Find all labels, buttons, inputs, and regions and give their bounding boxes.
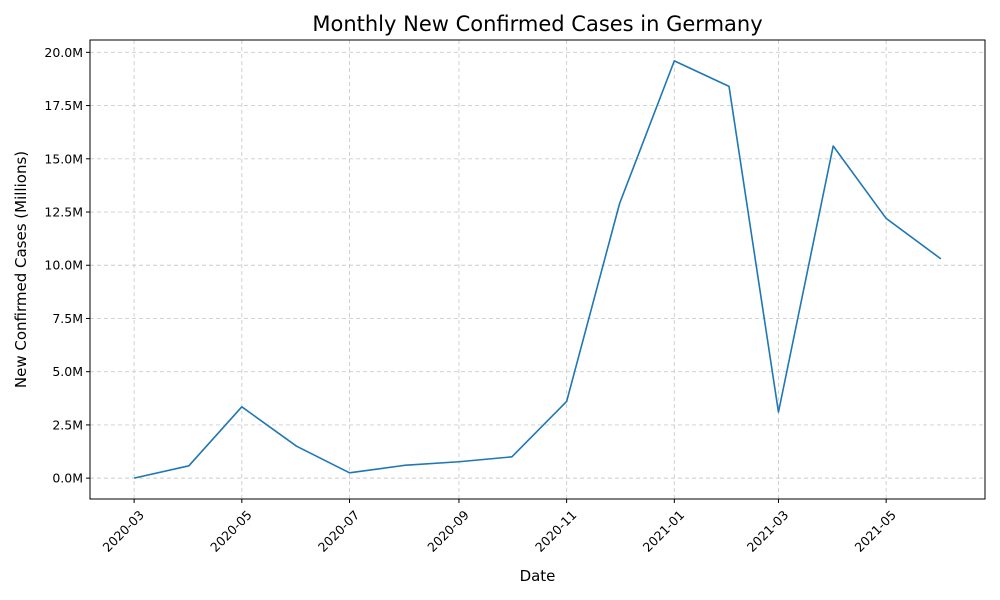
x-tick-label: 2020-05 (207, 507, 255, 555)
y-tick-label: 10.0M (44, 258, 83, 273)
x-axis-label: Date (520, 567, 556, 585)
y-tick-label: 15.0M (44, 151, 83, 166)
x-tick-label: 2021-03 (744, 507, 792, 555)
series-layer (133, 60, 942, 479)
series-line-0 (133, 60, 942, 479)
y-tick-label: 17.5M (44, 98, 83, 113)
y-tick-label: 20.0M (44, 45, 83, 60)
chart-title: Monthly New Confirmed Cases in Germany (312, 12, 762, 36)
x-tick-label: 2020-11 (532, 507, 580, 555)
y-axis-label: New Confirmed Cases (Millions) (12, 151, 30, 388)
y-axis-ticks: 0.0M 2.5M 5.0M 7.5M 10.0M 12.5M 15.0M 17.5M 20.0… (44, 45, 90, 486)
y-tick-label: 12.5M (44, 205, 83, 220)
y-tick-label: 2.5M (52, 417, 83, 432)
plot-area-frame (89, 39, 986, 500)
x-tick-label: 2021-05 (852, 507, 900, 555)
y-tick-label: 0.0M (52, 471, 83, 486)
x-tick-label: 2020-09 (424, 507, 472, 555)
x-tick-label: 2020-07 (315, 507, 363, 555)
grid (90, 40, 985, 499)
x-tick-label: 2020-03 (99, 507, 147, 555)
x-tick-label: 2021-01 (640, 507, 688, 555)
y-tick-label: 7.5M (52, 311, 83, 326)
y-tick-label: 5.0M (52, 364, 83, 379)
x-axis-ticks: 2020-03 2020-05 2020-07 2020-09 2020-11 2021-… (99, 499, 899, 555)
